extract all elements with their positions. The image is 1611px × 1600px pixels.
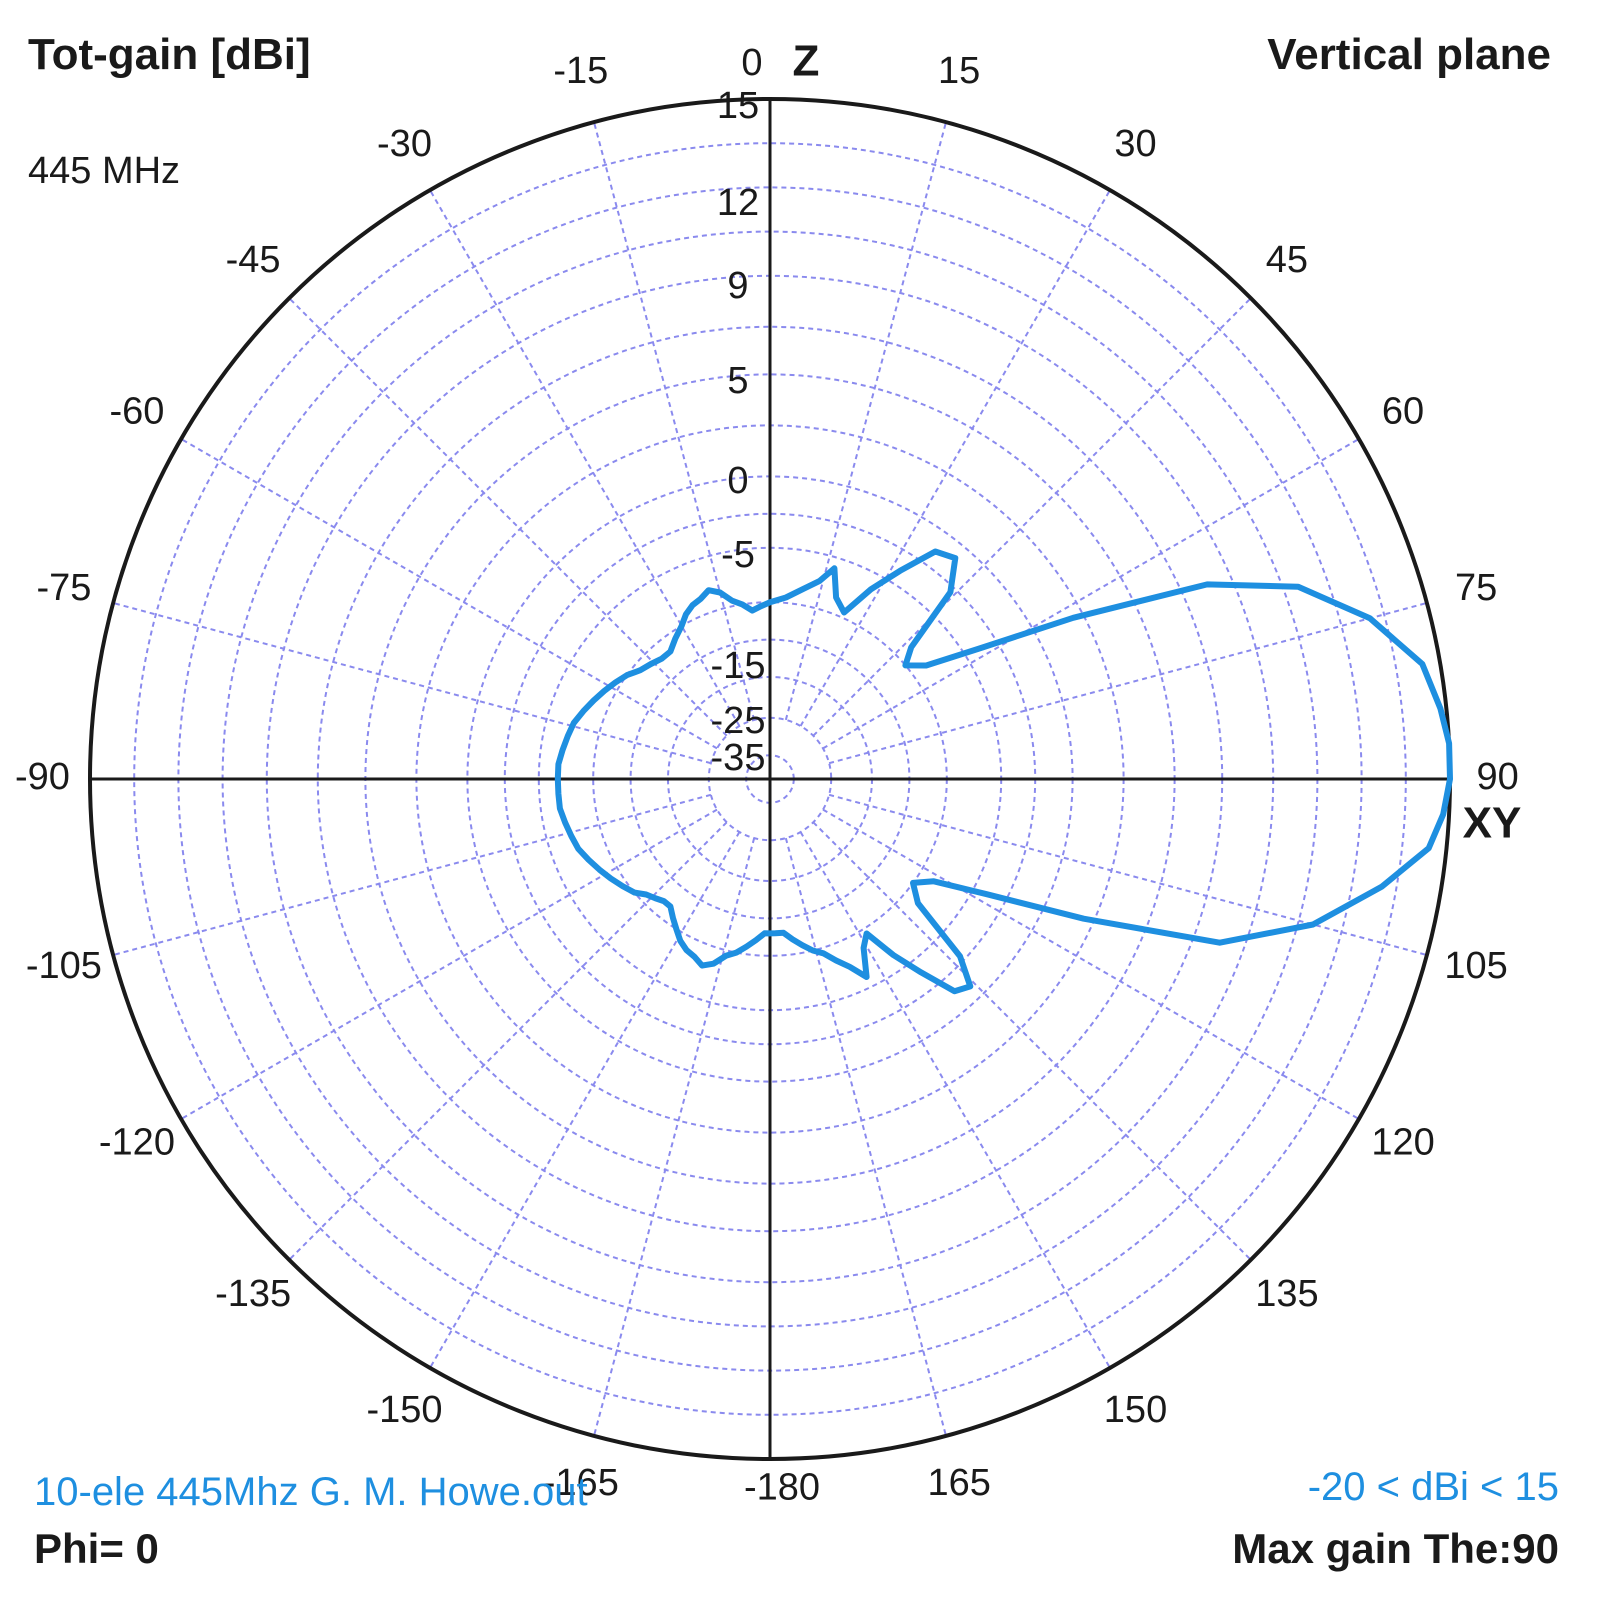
- spoke-line: [112, 793, 712, 956]
- angle-tick-label: 120: [1371, 1122, 1434, 1164]
- spoke-line: [593, 121, 756, 721]
- pattern-series: [554, 548, 1453, 995]
- file-name-label: 10-ele 445Mhz G. M. Howe.out: [34, 1470, 588, 1514]
- spoke-line: [593, 837, 756, 1437]
- angle-tick-label: -120: [99, 1122, 175, 1164]
- spoke-line: [828, 793, 1428, 956]
- gain-range-label: -20 < dBi < 15: [1307, 1465, 1559, 1509]
- spoke-line: [822, 438, 1360, 750]
- angle-tick-label: 135: [1255, 1273, 1318, 1315]
- angle-tick-label: 75: [1455, 567, 1497, 609]
- spoke-line: [288, 821, 728, 1261]
- radial-tick-label: 15: [717, 85, 759, 127]
- spoke-line: [828, 602, 1428, 765]
- spoke-line: [784, 121, 947, 721]
- xy-axis-label: XY: [1463, 799, 1522, 848]
- spoke-line: [812, 297, 1252, 737]
- radial-tick-label: -35: [711, 737, 766, 779]
- chart-title: Tot-gain [dBi]: [28, 30, 311, 79]
- spoke-line: [799, 189, 1111, 727]
- angle-tick-label: -15: [553, 50, 608, 92]
- angle-tick-label: 90: [1476, 756, 1518, 798]
- angle-tick-label: 0: [741, 42, 762, 84]
- angle-tick-label: -180: [744, 1467, 820, 1509]
- angle-tick-label: 105: [1444, 945, 1507, 987]
- angle-tick-label: 30: [1114, 123, 1156, 165]
- phi-label: Phi= 0: [34, 1525, 159, 1572]
- spoke-line: [812, 821, 1252, 1261]
- angle-tick-label: -90: [15, 756, 70, 798]
- spoke-line: [784, 837, 947, 1437]
- spoke-line: [822, 808, 1360, 1120]
- radial-tick-label: 0: [727, 460, 748, 502]
- radial-tick-label: 12: [717, 182, 759, 224]
- spoke-line: [288, 297, 728, 737]
- angle-tick-label: 60: [1382, 391, 1424, 433]
- angle-tick-label: -45: [226, 239, 281, 281]
- radial-tick-label: -5: [721, 534, 755, 576]
- radial-tick-label: 9: [727, 265, 748, 307]
- angle-tick-label: 15: [938, 50, 980, 92]
- spoke-line: [429, 831, 741, 1369]
- z-axis-label: Z: [793, 37, 820, 86]
- radial-tick-label: -15: [711, 645, 766, 687]
- angle-tick-label: -150: [366, 1389, 442, 1431]
- spoke-line: [429, 189, 741, 727]
- spoke-line: [112, 602, 712, 765]
- spoke-line: [180, 808, 718, 1120]
- gain-pattern-line: [554, 548, 1453, 995]
- angle-tick-label: -105: [26, 945, 102, 987]
- radial-tick-label: -25: [711, 700, 766, 742]
- angle-tick-label: -60: [109, 391, 164, 433]
- plane-label: Vertical plane: [1267, 30, 1551, 79]
- angle-tick-label: -135: [215, 1273, 291, 1315]
- angle-tick-label: -165: [543, 1462, 619, 1504]
- frequency-label: 445 MHz: [28, 150, 181, 192]
- angle-tick-label: 150: [1104, 1389, 1167, 1431]
- spoke-line: [180, 438, 718, 750]
- angle-tick-label: 165: [927, 1462, 990, 1504]
- angle-tick-label: -30: [377, 123, 432, 165]
- spoke-line: [799, 831, 1111, 1369]
- angle-tick-label: 45: [1266, 239, 1308, 281]
- max-gain-label: Max gain The:90: [1232, 1525, 1559, 1572]
- tick-labels: 0 153045607590105120135150165-180-165-150…: [15, 37, 1521, 1509]
- angle-tick-label: -75: [36, 567, 91, 609]
- radial-tick-label: 5: [727, 360, 748, 402]
